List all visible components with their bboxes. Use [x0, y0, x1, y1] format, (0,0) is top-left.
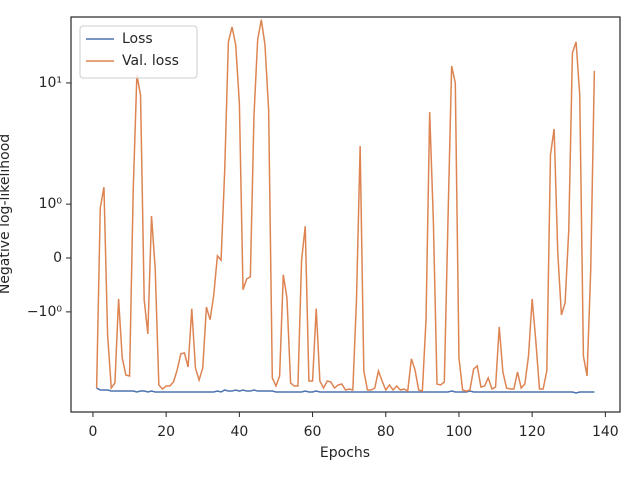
x-tick-label: 120: [519, 424, 546, 440]
x-tick-label: 20: [157, 424, 175, 440]
x-tick-label: 60: [304, 424, 322, 440]
x-tick-label: 100: [446, 424, 473, 440]
y-tick-label: 10⁰: [39, 196, 63, 212]
legend-label: Loss: [122, 31, 153, 47]
line-series: [96, 387, 595, 394]
y-axis-label: Negative log-likelihood: [0, 134, 13, 294]
legend-label: Val. loss: [122, 53, 179, 69]
y-tick-label: −10⁰: [27, 304, 63, 320]
legend: Loss Val. loss: [79, 25, 198, 79]
x-tick-label: 0: [88, 424, 97, 440]
x-tick-label: 140: [592, 424, 619, 440]
x-tick-label: 40: [230, 424, 248, 440]
y-tick-label: 0: [53, 250, 62, 266]
x-axis-label: Epochs: [320, 445, 370, 461]
x-tick-label: 80: [377, 424, 395, 440]
y-tick-label: 10¹: [39, 75, 62, 91]
line-series: [95, 19, 596, 393]
plot-frame: [70, 16, 621, 413]
